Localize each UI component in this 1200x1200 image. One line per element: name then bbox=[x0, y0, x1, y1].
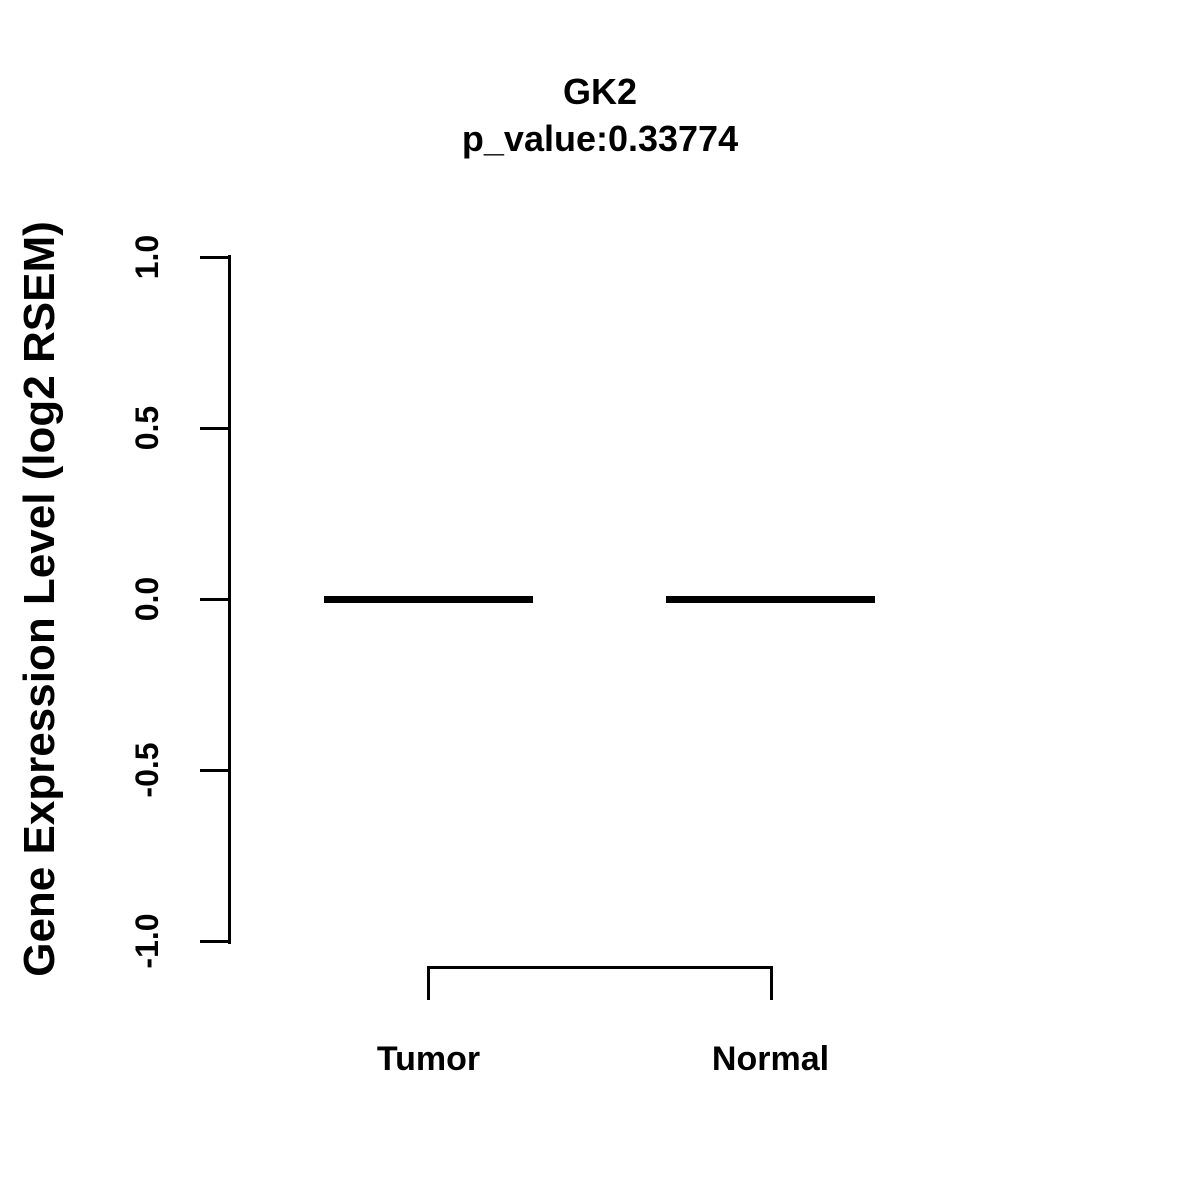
y-axis-tick-label: 0.5 bbox=[129, 405, 165, 451]
y-axis-tick bbox=[200, 426, 230, 430]
comparison-bracket-right-leg bbox=[770, 966, 773, 1000]
y-axis-tick bbox=[200, 939, 230, 943]
chart-subtitle-pvalue: p_value:0.33774 bbox=[461, 118, 739, 159]
comparison-bracket-left-leg bbox=[427, 966, 430, 1000]
x-axis-label-normal: Normal bbox=[711, 1040, 830, 1078]
y-axis-tick-label: -1.0 bbox=[129, 913, 165, 969]
y-axis-tick bbox=[200, 255, 230, 259]
y-axis-tick bbox=[200, 597, 230, 601]
comparison-bracket-top bbox=[427, 966, 773, 969]
boxplot-median-tumor bbox=[324, 595, 533, 603]
chart-title-block: GK2 p_value:0.33774 bbox=[230, 68, 970, 162]
y-axis-tick-label: 0.0 bbox=[129, 576, 165, 622]
y-axis-tick bbox=[200, 768, 230, 772]
x-axis-label-tumor: Tumor bbox=[376, 1040, 481, 1078]
chart-title: GK2 bbox=[562, 71, 638, 112]
y-axis-label: Gene Expression Level (log2 RSEM) bbox=[15, 221, 64, 977]
y-axis-tick-label: 1.0 bbox=[129, 234, 165, 280]
y-axis-tick-label: -0.5 bbox=[129, 742, 165, 798]
boxplot-median-normal bbox=[666, 595, 875, 603]
